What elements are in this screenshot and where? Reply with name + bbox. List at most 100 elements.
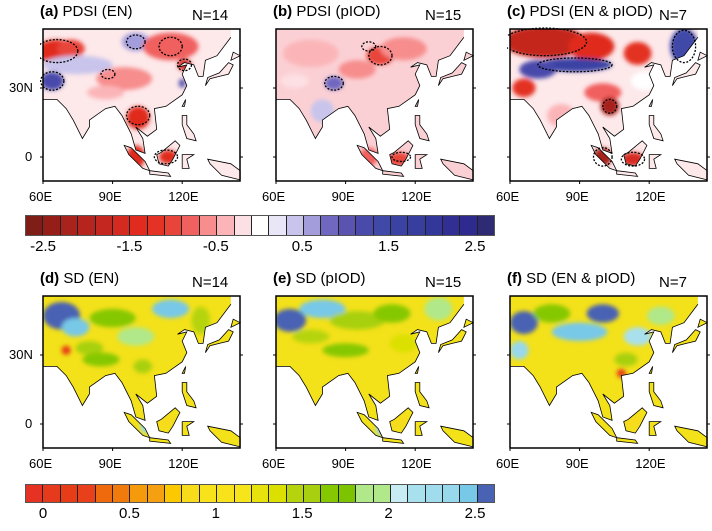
map-panel-c bbox=[507, 27, 710, 184]
colorbar-box bbox=[182, 216, 200, 235]
colorbar-label: -0.5 bbox=[202, 238, 229, 255]
anomaly-region bbox=[292, 329, 330, 344]
panel-letter: (b) bbox=[273, 3, 293, 20]
anomaly-region bbox=[584, 83, 622, 102]
coastline bbox=[181, 154, 196, 169]
coastline bbox=[648, 154, 663, 169]
anomaly-region bbox=[324, 76, 344, 91]
panel-title: (b) PDSI (pIOD) bbox=[273, 3, 381, 20]
lon-tick-label: 90E bbox=[98, 189, 122, 204]
colorbar-box bbox=[130, 485, 148, 502]
anomaly-region bbox=[87, 85, 125, 100]
coastline bbox=[276, 37, 465, 155]
panel-title-text: PDSI (pIOD) bbox=[296, 3, 381, 20]
colorbar-box bbox=[165, 485, 183, 502]
colorbar-box bbox=[321, 485, 339, 502]
lon-tick-label: 120E bbox=[401, 456, 432, 471]
lon-tick-label: 60E bbox=[29, 189, 53, 204]
significance-contour bbox=[361, 41, 377, 52]
colorbar-box bbox=[321, 216, 339, 235]
colorbar-box bbox=[26, 485, 44, 502]
panel-title-text: PDSI (EN) bbox=[62, 3, 133, 20]
coastline bbox=[623, 140, 648, 167]
colorbar-box bbox=[373, 485, 391, 502]
colorbar-box bbox=[217, 485, 235, 502]
map-frame bbox=[509, 28, 708, 182]
colorbar-label: 2 bbox=[384, 505, 393, 522]
anomaly-region bbox=[646, 306, 675, 325]
coastline bbox=[230, 51, 242, 62]
significance-contour bbox=[158, 36, 183, 57]
coastline bbox=[149, 170, 172, 177]
sample-count: N=15 bbox=[425, 7, 462, 24]
panel-letter: (d) bbox=[40, 270, 60, 287]
colorbar-label: 0.5 bbox=[291, 238, 313, 255]
significance-contour bbox=[176, 58, 193, 72]
colorbar-label: -1.5 bbox=[116, 238, 143, 255]
significance-contour bbox=[537, 57, 613, 73]
map-panel-d bbox=[40, 295, 243, 451]
coastline bbox=[438, 62, 467, 86]
coastline bbox=[648, 115, 664, 142]
anomaly-region bbox=[519, 60, 557, 79]
significance-contour bbox=[620, 151, 646, 167]
anomaly-region bbox=[389, 334, 418, 353]
map-frame bbox=[509, 295, 708, 449]
anomaly-region bbox=[510, 341, 529, 360]
significance-contour bbox=[125, 105, 151, 126]
map-panel-b bbox=[273, 28, 476, 184]
colorbar-box bbox=[425, 216, 443, 235]
coastline bbox=[382, 170, 405, 177]
colorbar-box bbox=[460, 216, 478, 235]
colorbar-box bbox=[251, 216, 270, 235]
lon-tick-label: 120E bbox=[168, 456, 199, 471]
anomaly-region bbox=[329, 311, 386, 330]
lon-tick-label: 90E bbox=[565, 189, 589, 204]
map-panel-e bbox=[273, 295, 476, 451]
colorbar-label: 2.5 bbox=[464, 505, 486, 522]
anomaly-region bbox=[178, 78, 186, 88]
colorbar-box bbox=[60, 485, 79, 502]
colorbar-box bbox=[443, 485, 461, 502]
colorbar-box bbox=[338, 485, 357, 502]
lon-tick-label: 90E bbox=[98, 456, 122, 471]
coastline bbox=[181, 99, 187, 107]
coastline bbox=[389, 140, 414, 167]
colorbar-box bbox=[43, 216, 61, 235]
anomaly-region bbox=[510, 29, 587, 58]
panel-title-text: SD (EN) bbox=[63, 270, 120, 287]
coastline bbox=[438, 329, 467, 353]
colorbar-box bbox=[112, 216, 131, 235]
anomaly-region bbox=[282, 39, 339, 68]
anomaly-region bbox=[75, 341, 104, 355]
lon-tick-label: 120E bbox=[635, 189, 666, 204]
lat-tick-label: 0 bbox=[25, 149, 33, 164]
panel-letter: (f) bbox=[507, 270, 522, 287]
lon-tick-label: 90E bbox=[331, 456, 355, 471]
colorbar-box bbox=[95, 216, 113, 235]
anomaly-region bbox=[299, 299, 346, 319]
anomaly-region bbox=[373, 304, 411, 323]
colorbar-box bbox=[304, 485, 322, 502]
significance-contour bbox=[40, 38, 79, 64]
colorbar-box bbox=[477, 485, 495, 502]
coastline bbox=[181, 366, 187, 374]
coastline bbox=[463, 318, 475, 329]
colorbar-box bbox=[460, 485, 478, 502]
colorbar-box bbox=[477, 216, 495, 235]
coastline bbox=[382, 437, 405, 444]
colorbar-label: 2.5 bbox=[464, 238, 486, 255]
lon-tick-label: 60E bbox=[496, 456, 520, 471]
colorbar-box bbox=[408, 216, 426, 235]
anomaly-region bbox=[61, 345, 71, 355]
colorbar-box bbox=[251, 485, 270, 502]
coastline bbox=[648, 421, 663, 436]
anomaly-region bbox=[568, 32, 615, 61]
coastline bbox=[672, 329, 701, 353]
colorbar-box bbox=[390, 485, 409, 502]
anomaly-region bbox=[510, 311, 538, 335]
coastline bbox=[43, 37, 232, 155]
colorbar-box bbox=[95, 485, 113, 502]
panel-title-text: PDSI (EN & pIOD) bbox=[529, 3, 653, 20]
colorbar-box bbox=[112, 485, 131, 502]
